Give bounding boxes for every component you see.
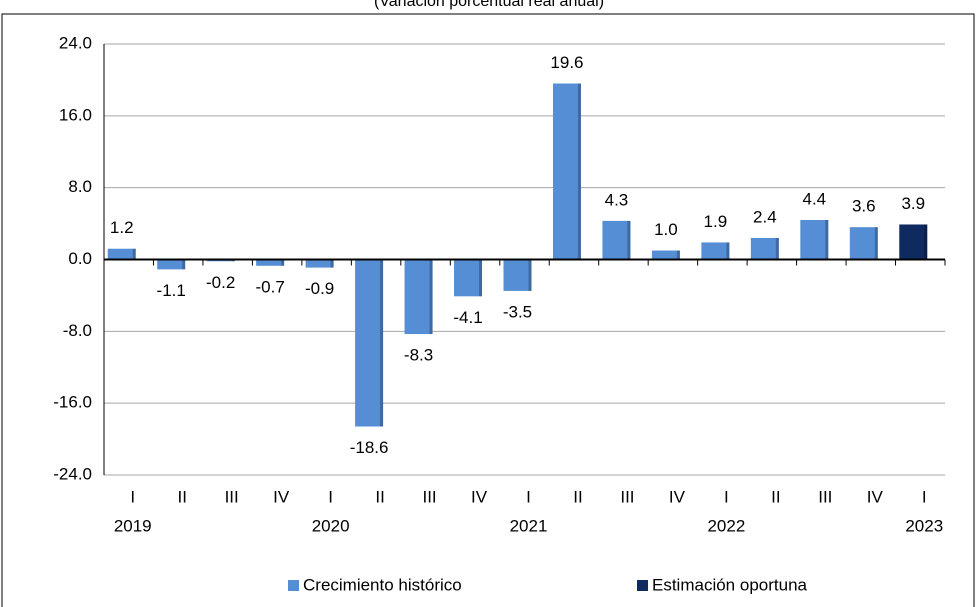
x-year-label: 2023 xyxy=(905,516,943,535)
bar-side xyxy=(627,220,631,260)
y-tick-label: 16.0 xyxy=(59,105,92,124)
chart-subtitle: (Variación porcentual real anual) xyxy=(374,0,604,10)
data-label: 19.6 xyxy=(550,53,583,72)
y-tick-label: -8.0 xyxy=(63,321,92,340)
bar xyxy=(651,250,680,260)
x-year-label: 2021 xyxy=(510,516,548,535)
y-tick-label: 0.0 xyxy=(68,249,92,268)
x-tick-label: I xyxy=(526,487,531,506)
bar xyxy=(157,259,186,270)
bar xyxy=(602,220,631,260)
x-tick-label: IV xyxy=(471,487,488,506)
x-tick-label: IV xyxy=(669,487,686,506)
x-tick-label: III xyxy=(225,487,239,506)
x-tick-label: III xyxy=(620,487,634,506)
y-tick-label: 8.0 xyxy=(68,177,92,196)
bar-side xyxy=(676,250,680,260)
x-tick-label: I xyxy=(328,487,333,506)
bar xyxy=(256,259,285,266)
bar-side xyxy=(330,259,334,268)
x-year-label: 2020 xyxy=(312,516,350,535)
x-tick-label: III xyxy=(422,487,436,506)
x-tick-label: II xyxy=(177,487,186,506)
data-label: 1.0 xyxy=(654,220,678,239)
bar xyxy=(107,248,136,260)
bar-side xyxy=(479,259,483,297)
chart-frame xyxy=(1,13,975,607)
bar xyxy=(899,224,928,260)
bar-side xyxy=(429,259,433,335)
y-tick-label: -16.0 xyxy=(53,393,92,412)
data-label: 4.4 xyxy=(803,189,827,208)
x-tick-label: I xyxy=(130,487,135,506)
legend-label: Crecimiento histórico xyxy=(303,575,462,594)
legend-swatch xyxy=(288,580,299,591)
x-year-label: 2019 xyxy=(114,516,152,535)
bar-side xyxy=(775,237,779,260)
x-tick-label: IV xyxy=(273,487,290,506)
y-tick-label: 24.0 xyxy=(59,33,92,52)
x-tick-label: III xyxy=(818,487,832,506)
x-tick-label: II xyxy=(573,487,582,506)
data-label: 1.2 xyxy=(110,218,134,237)
bar xyxy=(800,219,829,260)
bar-side xyxy=(380,259,384,427)
bar-side xyxy=(874,227,878,260)
legend-swatch xyxy=(637,580,648,591)
legend-label: Estimación oportuna xyxy=(652,575,808,594)
data-label: -1.1 xyxy=(157,281,186,300)
data-label: 1.9 xyxy=(704,212,728,231)
x-tick-label: IV xyxy=(867,487,884,506)
bar-side xyxy=(577,83,581,260)
x-tick-label: II xyxy=(375,487,384,506)
bar xyxy=(355,259,384,427)
y-tick-label: -24.0 xyxy=(53,464,92,483)
bar-side xyxy=(924,224,928,260)
bar xyxy=(454,259,483,297)
bar xyxy=(503,259,532,291)
bar xyxy=(750,237,779,260)
bar xyxy=(701,242,730,260)
bar-side xyxy=(528,259,532,291)
data-label: 2.4 xyxy=(753,207,777,226)
x-year-label: 2022 xyxy=(707,516,745,535)
bar-side xyxy=(281,259,285,266)
data-label: -8.3 xyxy=(404,346,433,365)
bar-side xyxy=(132,248,136,260)
data-label: -0.2 xyxy=(206,273,235,292)
data-label: -0.9 xyxy=(305,279,334,298)
bar-side xyxy=(825,219,829,260)
data-label: -0.7 xyxy=(255,277,284,296)
bar-side xyxy=(182,259,186,270)
bar xyxy=(552,83,581,260)
data-label: 4.3 xyxy=(605,190,629,209)
bar-side xyxy=(726,242,730,260)
data-label: 3.6 xyxy=(852,197,876,216)
bar xyxy=(404,259,433,335)
data-label: -3.5 xyxy=(503,302,532,321)
data-label: -18.6 xyxy=(350,438,389,457)
x-tick-label: I xyxy=(922,487,927,506)
data-label: -4.1 xyxy=(453,308,482,327)
x-tick-label: II xyxy=(771,487,780,506)
x-tick-label: I xyxy=(724,487,729,506)
bar xyxy=(305,259,334,268)
data-label: 3.9 xyxy=(901,194,925,213)
bar xyxy=(849,227,878,260)
